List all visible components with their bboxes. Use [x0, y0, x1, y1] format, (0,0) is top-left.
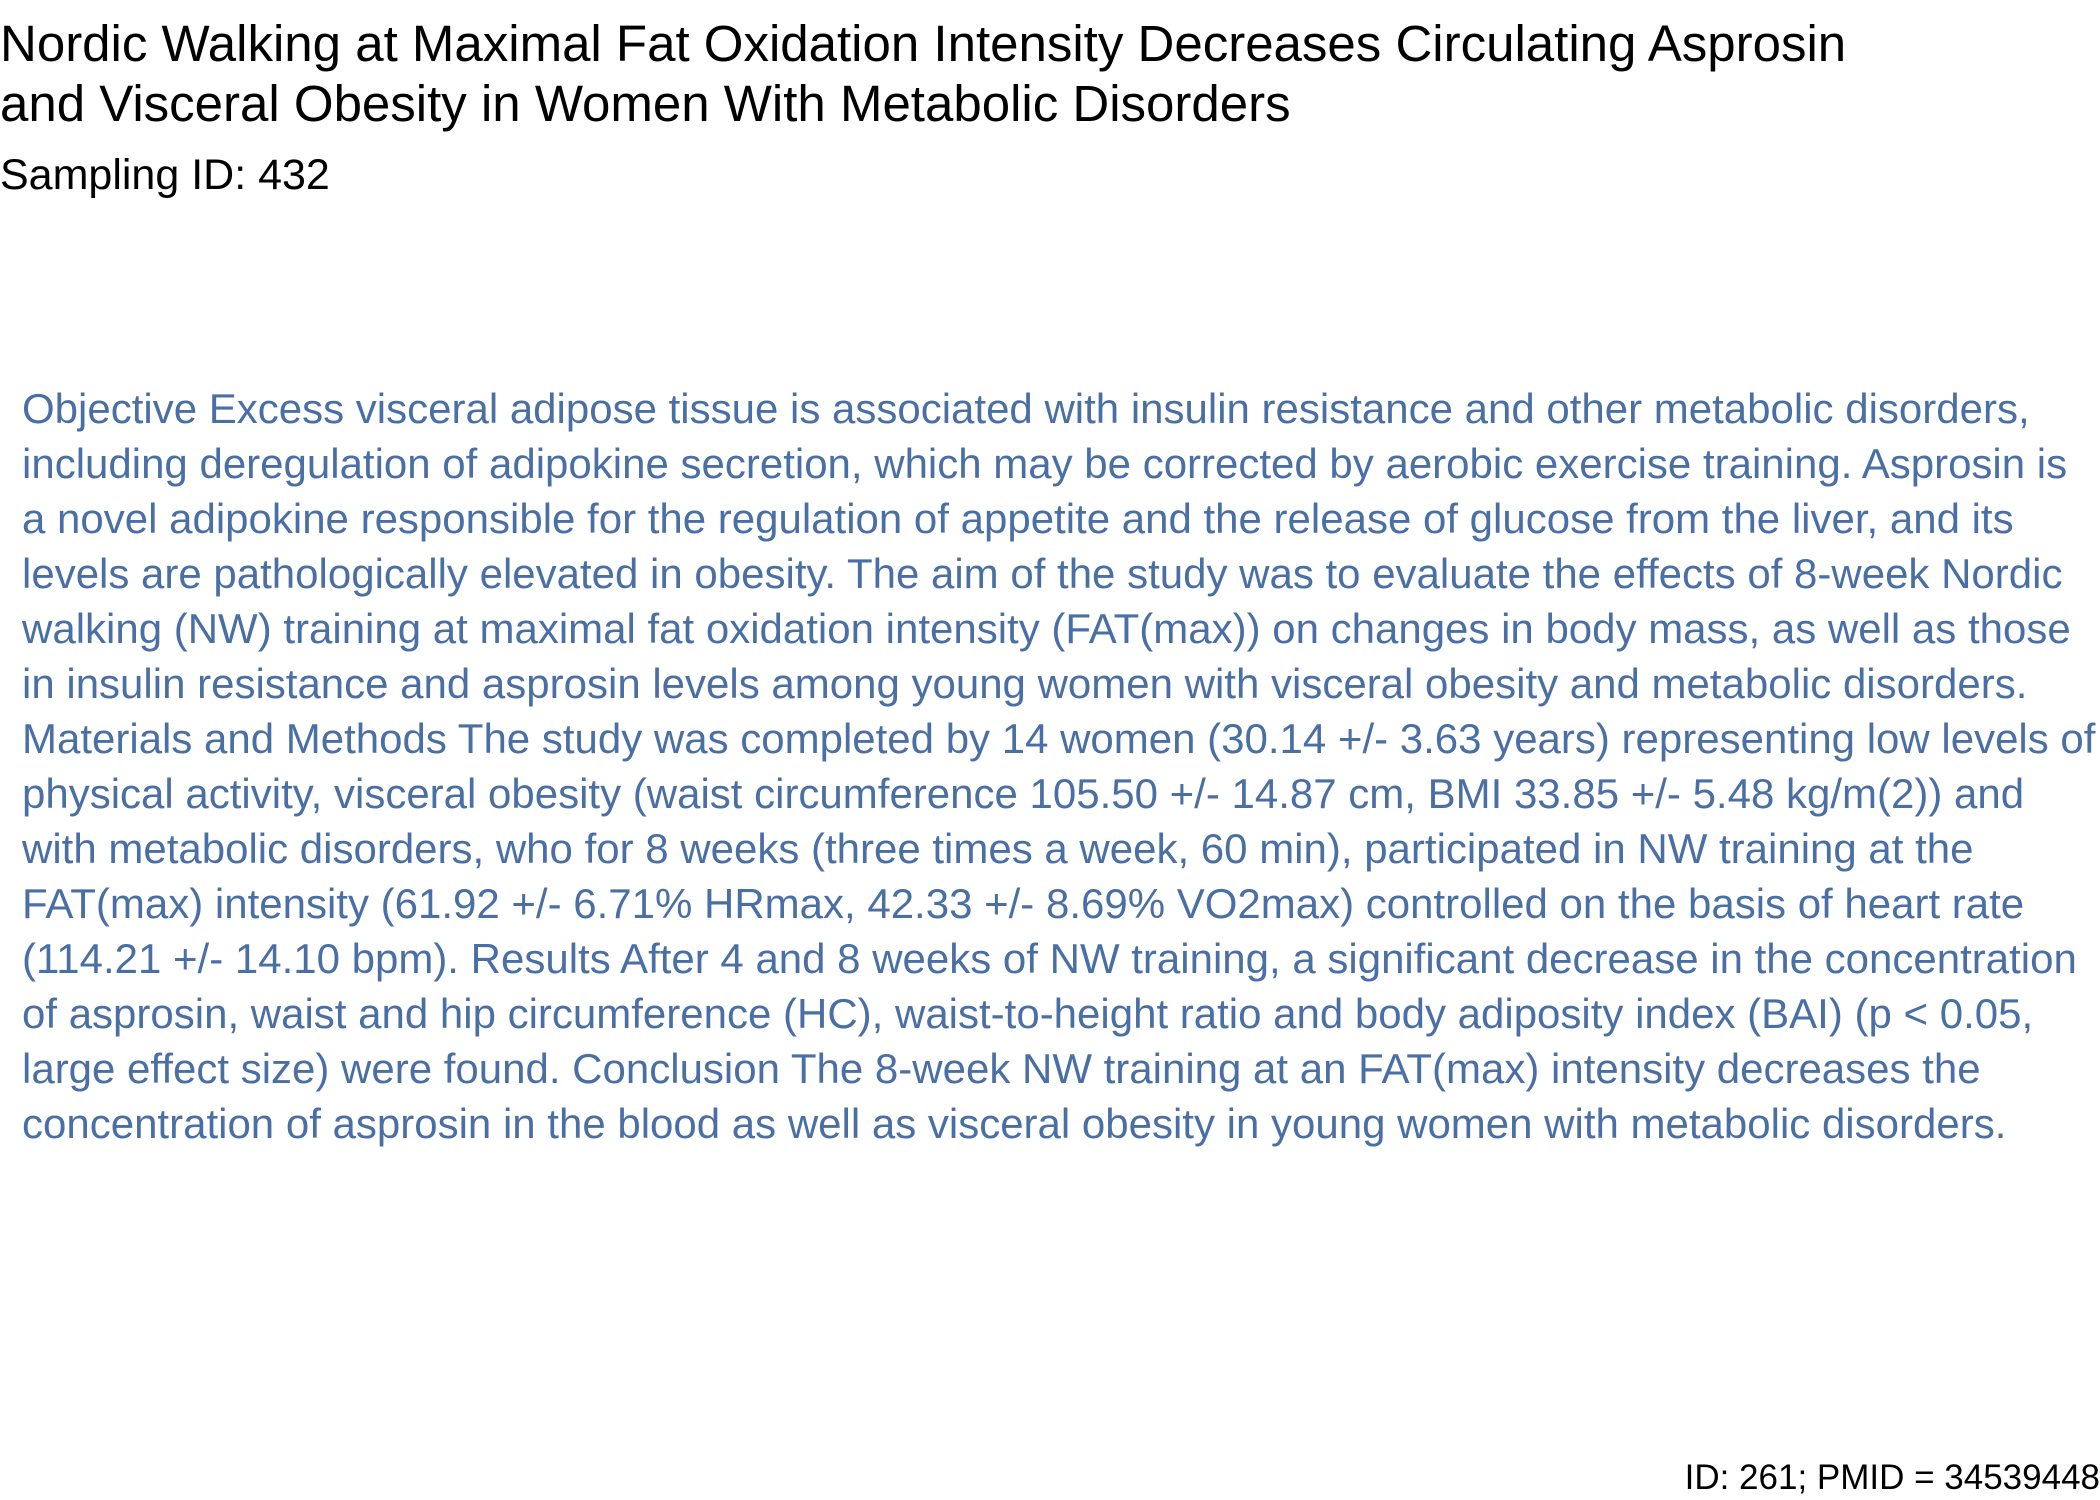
record-id-footer: ID: 261; PMID = 34539448	[1684, 1458, 2100, 1497]
sampling-id: Sampling ID: 432	[0, 151, 330, 199]
abstract-text: Objective Excess visceral adipose tissue…	[22, 385, 2096, 1147]
paper-title: Nordic Walking at Maximal Fat Oxidation …	[0, 15, 1847, 132]
